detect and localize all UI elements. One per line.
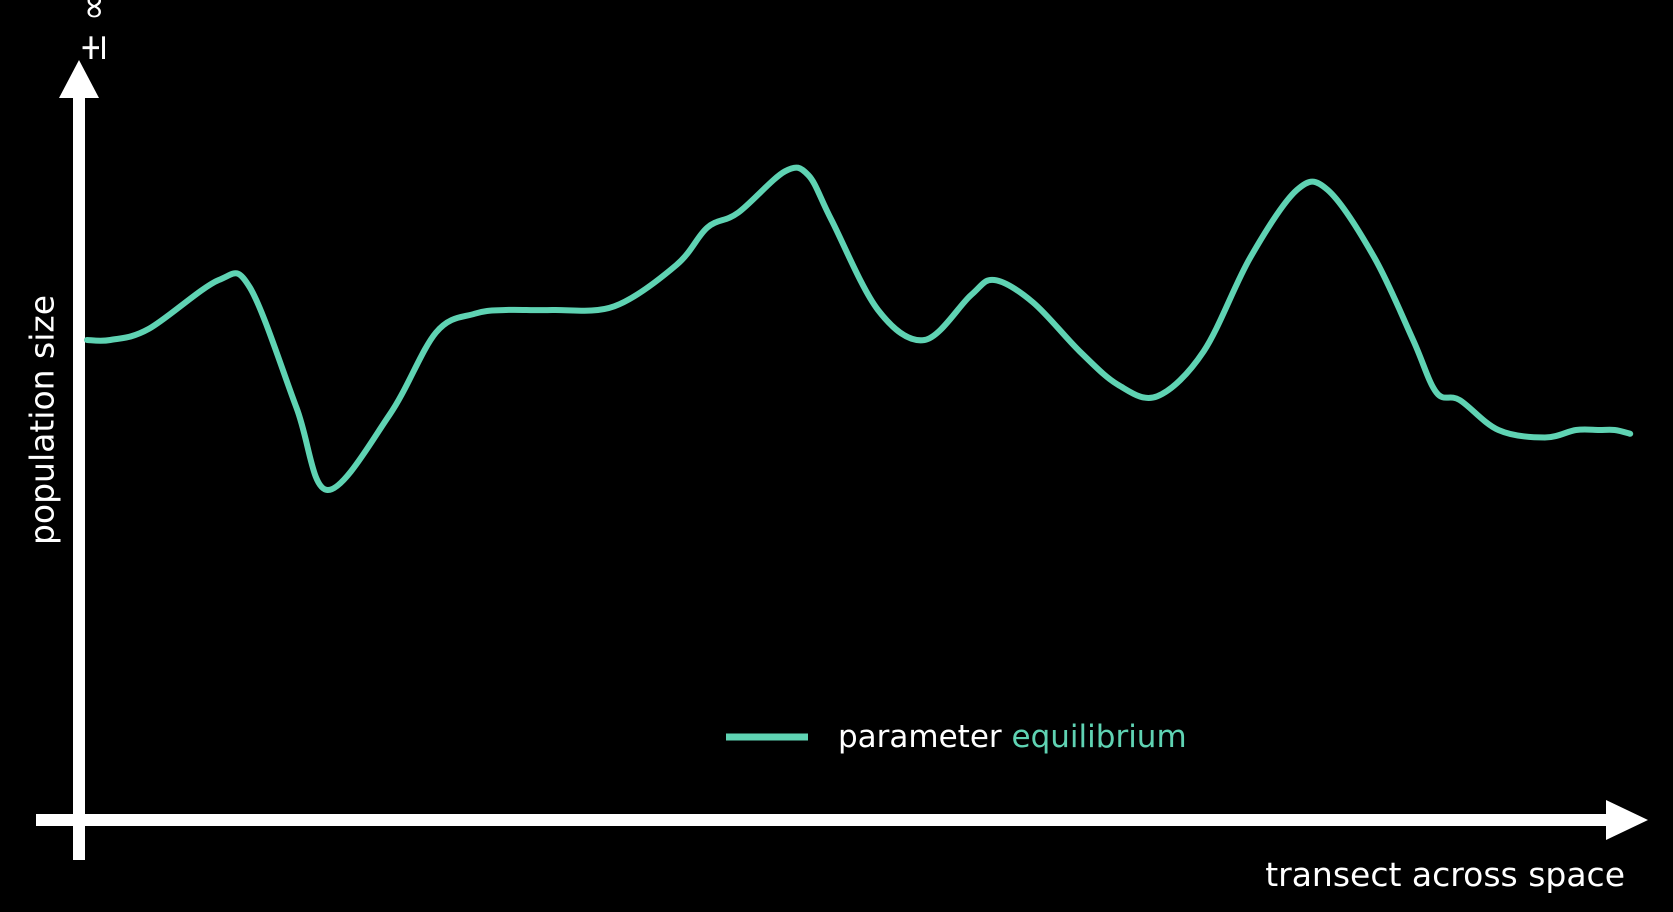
legend-label: parameter equilibrium xyxy=(838,719,1187,755)
y-axis-label: population size xyxy=(23,295,62,545)
y-axis-arrowhead xyxy=(59,60,99,98)
legend-series-name: equilibrium xyxy=(1012,719,1187,755)
y-top-label: ± ∞ xyxy=(73,0,114,63)
legend-prefix: parameter xyxy=(838,719,1002,755)
x-axis-arrowhead xyxy=(1606,800,1648,840)
x-axis-label: transect across space xyxy=(1265,855,1625,894)
legend: parameter equilibrium xyxy=(726,719,1187,755)
series-line-equilibrium xyxy=(84,164,1634,493)
